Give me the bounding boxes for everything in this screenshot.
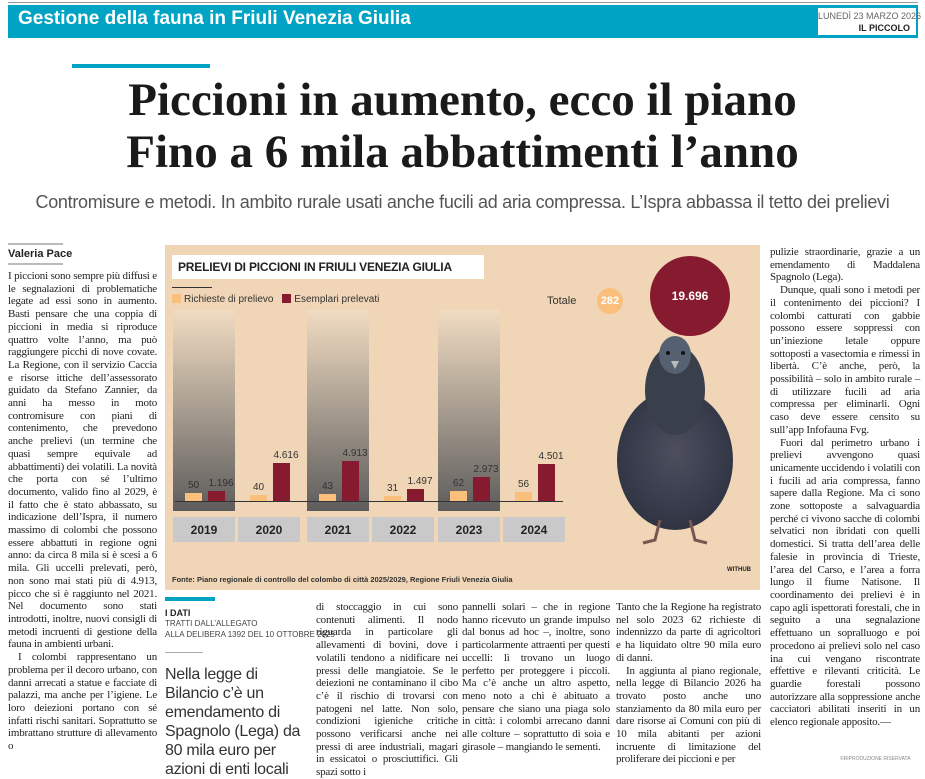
year-label: 2023 [438,517,500,542]
value-label-richieste: 56 [517,479,530,490]
box-kicker: I DATI [165,608,191,618]
box-line-1: TRATTI DALL’ALLEGATO [165,619,258,628]
column-1: I piccioni sono sempre più diffusi e le … [8,270,157,753]
bar-chart: 2019 50 1.196 2020 40 4.616 2021 43 4.913 2022 31 1… [165,245,585,555]
bar-prelevati [273,463,290,501]
bar-prelevati [538,464,555,501]
section-title: Gestione della fauna in Friuli Venezia G… [18,8,411,29]
paragraph: di stoccaggio in cui sono contenuti alim… [316,601,458,779]
pull-quote: Nella legge di Bilancio c’è un emendamen… [165,666,301,778]
top-rule [8,2,918,3]
paragraph: pulizie straordinarie, grazie a un emend… [770,246,920,284]
value-label-prelevati: 1.196 [208,478,234,489]
value-label-richieste: 43 [321,481,334,492]
paragraph: Dunque, quali sono i metodi per il conte… [770,284,920,436]
bar-prelevati [342,461,359,501]
legend-swatch-prelevati [282,294,292,303]
column-5: pulizie straordinarie, grazie a un emend… [770,246,920,729]
column-2: di stoccaggio in cui sono contenuti alim… [316,601,458,779]
year-label: 2024 [503,517,565,542]
column-shading [173,310,235,511]
value-label-prelevati: 1.497 [407,476,433,487]
newspaper-name: IL PICCOLO [858,23,910,33]
bar-richieste [450,491,467,501]
legend-swatch-richieste [172,294,181,303]
subtitle: Contromisure e metodi. In ambito rurale … [35,192,890,212]
bar-richieste [515,492,532,501]
value-label-prelevati: 4.616 [273,450,299,461]
column-4: Tanto che la Regione ha registrato nel s… [616,601,761,766]
total-prelevati-bubble: 19.696 [650,256,730,336]
credit-logo: WITHUB [727,567,751,573]
headline-line-1: Piccioni in aumento, ecco il piano [128,74,797,126]
value-label-prelevati: 2.973 [473,464,499,475]
value-label-prelevati: 4.501 [538,451,564,462]
year-label: 2021 [307,517,369,542]
column-3: pannelli solari – che in regione hanno r… [462,601,610,753]
infographic: PRELIEVI DI PICCIONI IN FRIULI VENEZIA G… [165,245,760,590]
legend-label: Richieste di prelievo [184,294,274,305]
total-richieste-bubble: 282 [597,288,623,314]
total-label: Totale [547,295,577,307]
author-rule-top [8,243,63,245]
baseline [175,501,563,502]
paragraph: Fuori dal perimetro urbano i prelievi av… [770,436,921,729]
author-rule-bottom [8,263,63,265]
issue-date: LUNEDÌ 23 MARZO 2026 [818,11,922,21]
accent-rule [72,64,210,68]
bar-prelevati [473,477,490,501]
paragraph: I piccioni sono sempre più diffusi e le … [8,270,157,651]
divider [165,652,203,653]
bar-prelevati [208,491,225,501]
year-label: 2019 [173,517,235,542]
legend: Richieste di prelievo Esemplari prelevat… [172,294,379,305]
paragraph: Tanto che la Regione ha registrato nel s… [616,601,761,664]
divider [172,287,212,288]
paragraph: In aggiunta al piano regionale, nella le… [616,664,761,766]
bar-richieste [319,494,336,501]
value-label-richieste: 40 [252,482,265,493]
value-label-richieste: 31 [386,483,399,494]
chart-title: PRELIEVI DI PICCIONI IN FRIULI VENEZIA G… [172,255,484,279]
chart-source: Fonte: Piano regionale di controllo del … [172,575,513,584]
bar-richieste [250,495,267,501]
pigeon-photo [617,336,733,545]
legend-label: Esemplari prelevati [294,294,380,305]
data-box: I DATI TRATTI DALL’ALLEGATO ALLA DELIBER… [165,597,335,779]
paragraph: I colombi rappresentano un problema per … [8,651,157,753]
value-label-richieste: 50 [187,480,200,491]
value-label-richieste: 62 [452,478,465,489]
value-label-prelevati: 4.913 [342,448,368,459]
bar-richieste [185,493,202,501]
bar-prelevati [407,489,424,501]
author: Valeria Pace [8,248,73,260]
headline-line-2: Fino a 6 mila abbattimenti l’anno [126,126,799,178]
bar-richieste [384,496,401,501]
section-bar [8,5,918,38]
year-label: 2020 [238,517,300,542]
date-box: LUNEDÌ 23 MARZO 2026 IL PICCOLO [818,8,922,35]
box-line-2: ALLA DELIBERA 1392 DEL 10 OTTOBRE 2025 [165,630,335,639]
paragraph: pannelli solari – che in regione hanno r… [462,601,610,753]
copyright: ©RIPRODUZIONE RISERVATA [840,756,911,762]
accent-rule [165,597,215,601]
year-label: 2022 [372,517,434,542]
